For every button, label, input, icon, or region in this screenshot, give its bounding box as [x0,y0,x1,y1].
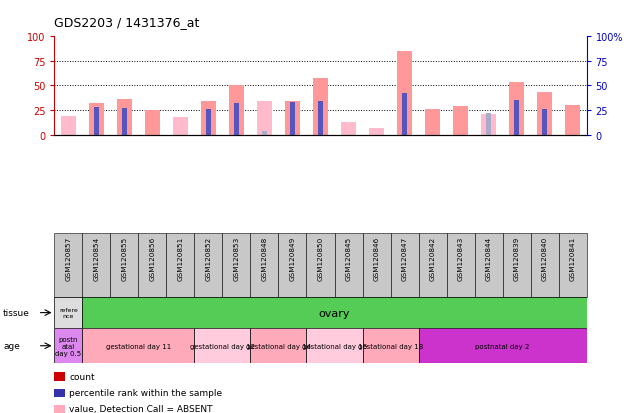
Text: GSM120840: GSM120840 [542,237,547,281]
Bar [369,128,384,135]
Text: GSM120850: GSM120850 [317,237,324,281]
Bar [503,233,531,297]
Bar [481,115,496,135]
Text: gestational day 11: gestational day 11 [106,343,171,349]
Text: GSM120845: GSM120845 [345,237,351,281]
Text: GSM120841: GSM120841 [569,237,576,281]
Text: GSM120854: GSM120854 [94,237,99,281]
Bar [447,233,474,297]
Text: gestational day 16: gestational day 16 [302,343,367,349]
Bar [54,405,65,413]
Text: postn
atal
day 0.5: postn atal day 0.5 [55,336,81,356]
Text: GSM120848: GSM120848 [262,237,267,281]
Bar [363,328,419,363]
Bar [54,389,65,397]
Text: gestational day 12: gestational day 12 [190,343,255,349]
Bar [173,118,188,135]
Bar [54,328,83,363]
Bar [234,104,239,135]
Text: ovary: ovary [319,308,350,318]
Text: tissue: tissue [3,309,30,317]
Text: GSM120852: GSM120852 [206,237,212,281]
Bar [537,93,552,135]
Text: GDS2203 / 1431376_at: GDS2203 / 1431376_at [54,16,200,29]
Bar [285,102,300,135]
Text: count: count [69,372,95,381]
Bar [397,52,412,135]
Bar [290,103,295,135]
Bar [145,111,160,135]
Bar [419,233,447,297]
Bar [542,110,547,135]
Bar [318,102,323,135]
Text: gestational day 18: gestational day 18 [358,343,423,349]
Text: GSM120857: GSM120857 [65,237,72,281]
Bar [306,328,363,363]
Text: age: age [3,342,20,350]
Text: GSM120839: GSM120839 [513,237,519,281]
Text: GSM120843: GSM120843 [458,237,463,281]
Bar [201,102,216,135]
Bar [222,233,251,297]
Text: GSM120853: GSM120853 [233,237,240,281]
Bar [206,110,211,135]
Bar [194,233,222,297]
Text: GSM120849: GSM120849 [290,237,296,281]
Text: refere
nce: refere nce [59,307,78,318]
Bar [61,116,76,135]
Bar [306,233,335,297]
Bar [138,233,167,297]
Bar [54,297,83,328]
Text: GSM120844: GSM120844 [485,237,492,281]
Text: GSM120842: GSM120842 [429,237,435,281]
Bar [94,108,99,135]
Bar [390,233,419,297]
Text: percentile rank within the sample: percentile rank within the sample [69,388,222,397]
Bar [167,233,194,297]
Bar [117,100,132,135]
Bar [54,233,83,297]
Bar [486,114,491,135]
Text: gestational day 14: gestational day 14 [246,343,311,349]
Bar [402,94,407,135]
Bar [257,102,272,135]
Bar [262,131,267,135]
Bar [110,233,138,297]
Bar [565,106,580,135]
Bar [474,233,503,297]
Bar [425,110,440,135]
Bar [122,109,127,135]
Bar [509,83,524,135]
Bar [514,101,519,135]
Bar [251,328,306,363]
Text: GSM120847: GSM120847 [401,237,408,281]
Bar [194,328,251,363]
Text: postnatal day 2: postnatal day 2 [476,343,529,349]
Bar [341,123,356,135]
Bar [313,78,328,135]
Text: GSM120846: GSM120846 [374,237,379,281]
Bar [419,328,587,363]
Bar [54,373,65,381]
Text: GSM120856: GSM120856 [149,237,156,281]
Bar [278,233,306,297]
Text: GSM120851: GSM120851 [178,237,183,281]
Bar [558,233,587,297]
Bar [453,107,468,135]
Bar [363,233,390,297]
Bar [531,233,558,297]
Bar [83,233,110,297]
Bar [83,328,194,363]
Bar [335,233,363,297]
Bar [229,86,244,135]
Bar [89,104,104,135]
Bar [251,233,278,297]
Text: value, Detection Call = ABSENT: value, Detection Call = ABSENT [69,404,213,413]
Text: GSM120855: GSM120855 [122,237,128,281]
